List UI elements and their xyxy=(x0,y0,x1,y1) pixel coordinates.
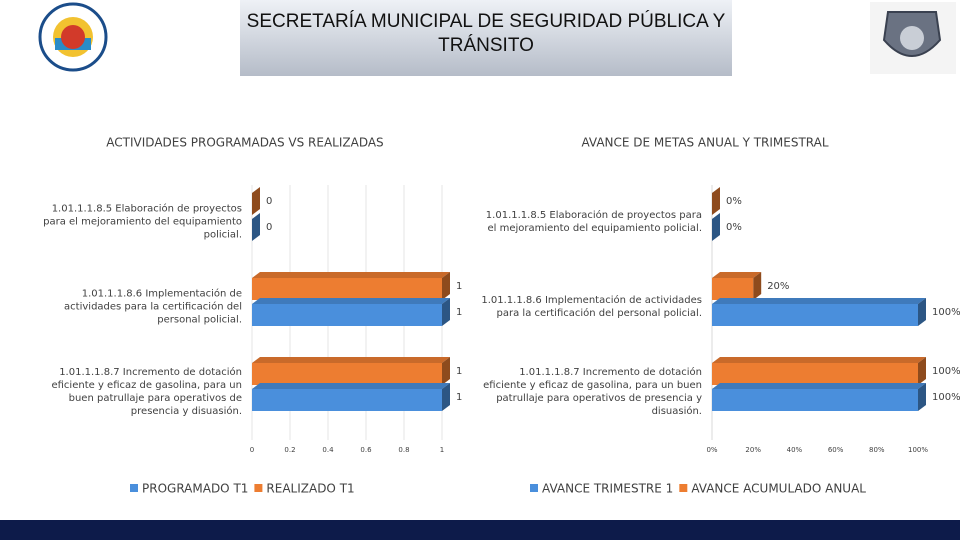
data-label: 1 xyxy=(456,307,462,318)
logo-left xyxy=(38,2,108,72)
category-label: 1.01.1.1.8.5 Elaboración de proyectos pa… xyxy=(43,203,242,240)
bar xyxy=(712,304,918,326)
bar-top xyxy=(252,272,450,278)
bar-side xyxy=(442,383,450,411)
bar-top xyxy=(712,357,926,363)
data-label: 0% xyxy=(726,222,742,233)
bar xyxy=(712,278,754,300)
header-title: SECRETARÍA MUNICIPAL DE SEGURIDAD PÚBLIC… xyxy=(246,11,726,56)
data-label: 1 xyxy=(456,366,462,377)
legend-label: PROGRAMADO T1 xyxy=(142,482,248,496)
bar-side xyxy=(918,383,926,411)
data-label: 100% xyxy=(932,307,960,318)
bar-side xyxy=(918,298,926,326)
data-label: 1 xyxy=(456,281,462,292)
data-label: 100% xyxy=(932,366,960,377)
bar-side xyxy=(712,187,720,215)
x-tick-label: 0.6 xyxy=(360,446,372,454)
bar xyxy=(252,363,442,385)
bar xyxy=(712,363,918,385)
data-label: 1 xyxy=(456,392,462,403)
bar-side xyxy=(252,187,260,215)
x-tick-label: 0% xyxy=(706,446,717,454)
x-tick-label: 0.2 xyxy=(284,446,295,454)
bar xyxy=(252,278,442,300)
bar xyxy=(252,304,442,326)
data-label: 100% xyxy=(932,392,960,403)
bar-side xyxy=(442,298,450,326)
bar-top xyxy=(712,383,926,389)
bar-top xyxy=(712,298,926,304)
legend-swatch xyxy=(530,484,538,492)
bar-top xyxy=(252,357,450,363)
chart-title: AVANCE DE METAS ANUAL Y TRIMESTRAL xyxy=(581,136,828,150)
category-label: 1.01.1.1.8.6 Implementación de actividad… xyxy=(481,294,702,319)
category-label: 1.01.1.1.8.7 Incremento de dotación efic… xyxy=(51,366,242,417)
category-label: 1.01.1.1.8.7 Incremento de dotación efic… xyxy=(483,366,702,417)
x-tick-label: 100% xyxy=(908,446,928,454)
x-tick-label: 0.4 xyxy=(322,446,334,454)
data-label: 0 xyxy=(266,222,272,233)
bar-side xyxy=(918,357,926,385)
x-tick-label: 0.8 xyxy=(398,446,409,454)
header-banner xyxy=(240,0,732,76)
bar-side xyxy=(712,213,720,241)
legend-swatch xyxy=(254,484,263,492)
bar-side xyxy=(252,213,260,241)
bar-side xyxy=(442,357,450,385)
logo-right xyxy=(870,2,956,74)
data-label: 0% xyxy=(726,196,742,207)
x-tick-label: 60% xyxy=(828,446,844,454)
bar-top xyxy=(712,272,762,278)
legend-label: REALIZADO T1 xyxy=(266,482,354,496)
x-tick-label: 0 xyxy=(250,446,254,454)
x-tick-label: 20% xyxy=(745,446,761,454)
bar xyxy=(252,389,442,411)
legend-swatch xyxy=(130,484,138,492)
x-tick-label: 80% xyxy=(869,446,885,454)
bar-top xyxy=(252,383,450,389)
data-label: 20% xyxy=(767,281,789,292)
category-label: 1.01.1.1.8.6 Implementación de actividad… xyxy=(64,288,242,325)
chart-title: ACTIVIDADES PROGRAMADAS VS REALIZADAS xyxy=(106,136,383,150)
legend-label: AVANCE TRIMESTRE 1 xyxy=(542,482,673,496)
bar-top xyxy=(252,298,450,304)
legend-swatch xyxy=(679,484,688,492)
bar xyxy=(712,389,918,411)
legend-label: AVANCE ACUMULADO ANUAL xyxy=(691,482,866,496)
bar-side xyxy=(442,272,450,300)
footer-bar xyxy=(0,520,960,540)
bar-side xyxy=(753,272,762,300)
data-label: 0 xyxy=(266,196,272,207)
x-tick-label: 40% xyxy=(787,446,803,454)
x-tick-label: 1 xyxy=(440,446,444,454)
category-label: 1.01.1.1.8.5 Elaboración de proyectos pa… xyxy=(485,209,702,234)
